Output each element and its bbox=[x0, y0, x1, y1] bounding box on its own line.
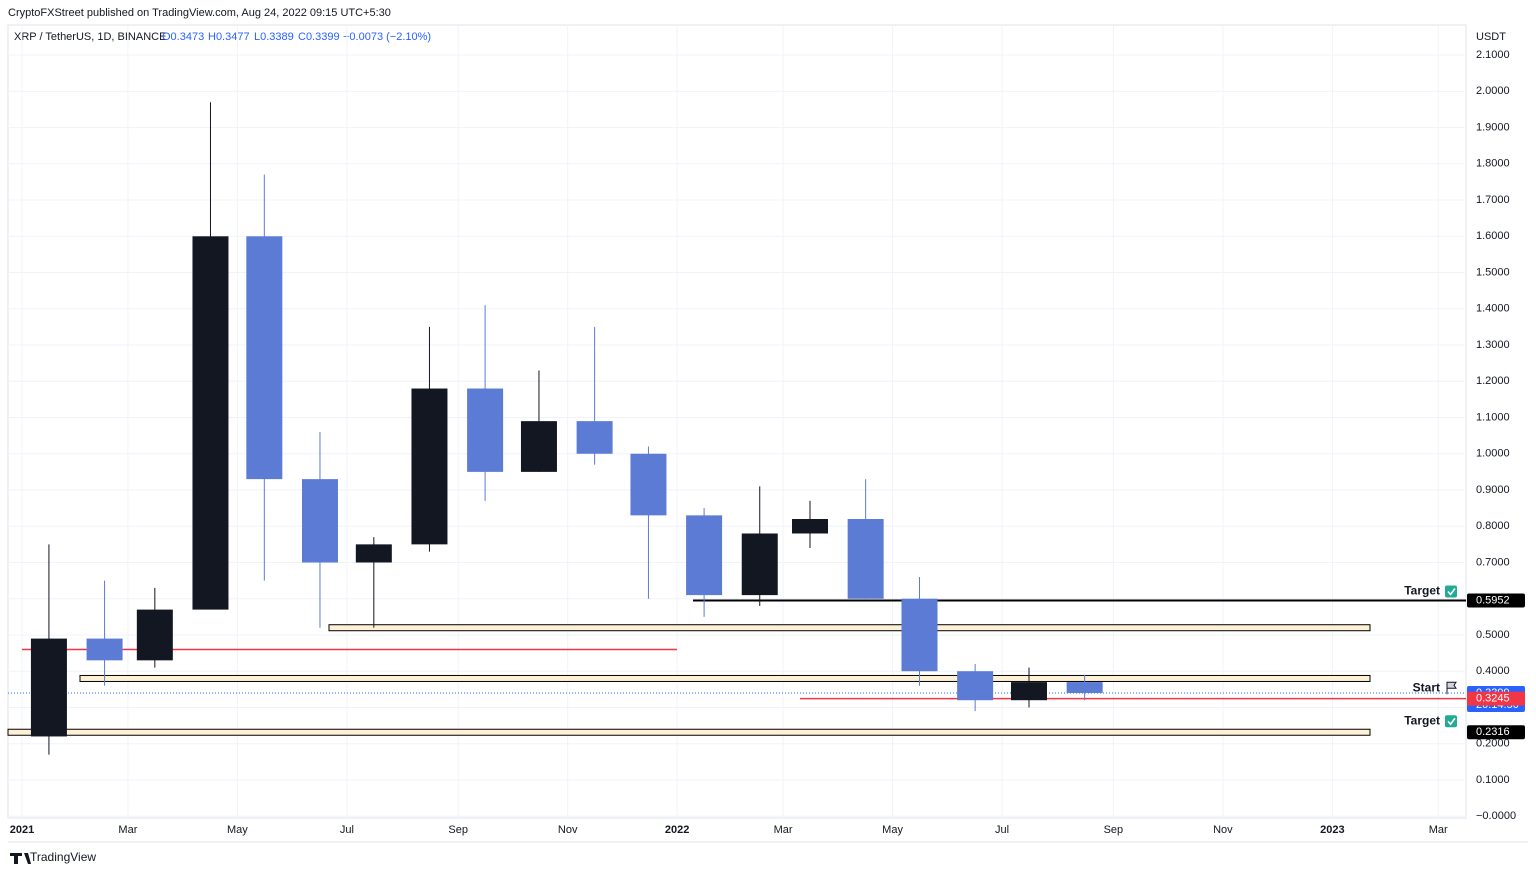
y-tick-label: 0.5000 bbox=[1476, 629, 1510, 641]
annotation: Target bbox=[1404, 584, 1440, 598]
candle-body bbox=[901, 598, 938, 672]
level-box bbox=[7, 728, 1371, 736]
candle-body bbox=[136, 609, 173, 661]
legend-open: O0.3473 bbox=[162, 31, 204, 43]
level-box bbox=[328, 624, 1371, 632]
level-box bbox=[79, 674, 1371, 682]
y-tick-label: 1.2000 bbox=[1476, 375, 1510, 387]
candle-body bbox=[86, 638, 123, 661]
candle-body bbox=[957, 671, 994, 701]
price-label-bg bbox=[1467, 725, 1525, 740]
x-tick-label: May bbox=[227, 824, 248, 836]
y-tick-label: 0.1000 bbox=[1476, 774, 1510, 786]
candle-body bbox=[246, 236, 283, 480]
candle-body bbox=[520, 421, 557, 472]
price-label: 0.2316 bbox=[1476, 726, 1510, 738]
candle-body bbox=[30, 638, 67, 737]
x-tick-label: Jul bbox=[340, 824, 354, 836]
candle-body bbox=[355, 544, 392, 563]
y-tick-label: 0.4000 bbox=[1476, 665, 1510, 677]
y-tick-label: 0.8000 bbox=[1476, 520, 1510, 532]
x-tick-label: Nov bbox=[1213, 824, 1233, 836]
x-tick-label: May bbox=[882, 824, 903, 836]
y-tick-label: 2.1000 bbox=[1476, 49, 1510, 61]
y-tick-label: 0.9000 bbox=[1476, 484, 1510, 496]
candle-body bbox=[192, 236, 229, 610]
candle-body bbox=[467, 388, 504, 472]
legend-close: C0.3399 bbox=[298, 31, 340, 43]
y-tick-label: 1.0000 bbox=[1476, 448, 1510, 460]
y-tick-label: 2.0000 bbox=[1476, 85, 1510, 97]
y-tick-label: −0.0000 bbox=[1476, 810, 1516, 822]
x-tick-label: Sep bbox=[448, 824, 468, 836]
plot-frame bbox=[7, 24, 1467, 819]
candle-body bbox=[576, 421, 613, 454]
y-tick-label: 1.4000 bbox=[1476, 303, 1510, 315]
annotation: Target bbox=[1404, 713, 1440, 727]
price-label: 0.5952 bbox=[1476, 594, 1510, 606]
logo bbox=[10, 853, 31, 864]
candle-body bbox=[792, 518, 829, 534]
x-tick-label: 2023 bbox=[1320, 824, 1344, 836]
y-tick-label: 1.6000 bbox=[1476, 230, 1510, 242]
price-label-bg bbox=[1467, 593, 1525, 608]
y-tick-label: 1.9000 bbox=[1476, 121, 1510, 133]
x-tick-label: Sep bbox=[1104, 824, 1124, 836]
x-tick-label: 2021 bbox=[10, 824, 34, 836]
candle-body bbox=[411, 388, 448, 545]
candle-body bbox=[301, 479, 338, 563]
header: CryptoFXStreet published on TradingView.… bbox=[8, 7, 391, 19]
candle-body bbox=[686, 515, 723, 596]
legend-high: H0.3477 bbox=[208, 31, 250, 43]
check-mark bbox=[1447, 588, 1456, 596]
candle-body bbox=[1066, 682, 1103, 693]
x-tick-label: 2022 bbox=[665, 824, 689, 836]
x-tick-label: Mar bbox=[118, 824, 137, 836]
candle-body bbox=[847, 518, 884, 599]
legend: XRP / TetherUS, 1D, BINANCE O0.3473 H0.3… bbox=[14, 31, 431, 43]
x-tick-label: Mar bbox=[1429, 824, 1448, 836]
x-tick-label: Nov bbox=[558, 824, 578, 836]
y-axis-title: USDT bbox=[1476, 31, 1506, 43]
y-tick-label: 1.5000 bbox=[1476, 266, 1510, 278]
y-tick-label: 0.2000 bbox=[1476, 738, 1510, 750]
check-mark bbox=[1447, 717, 1456, 726]
y-tick-label: 0.7000 bbox=[1476, 556, 1510, 568]
candle-body bbox=[1010, 682, 1047, 701]
footer: TradingView bbox=[30, 850, 96, 864]
y-tick-label: 1.8000 bbox=[1476, 158, 1510, 170]
check-icon bbox=[1445, 585, 1457, 598]
x-tick-label: Mar bbox=[774, 824, 793, 836]
legend-symbol: XRP / TetherUS, 1D, BINANCE bbox=[14, 31, 166, 43]
check-icon bbox=[1445, 715, 1457, 728]
legend-low: L0.3389 bbox=[254, 31, 294, 43]
legend-change: −0.0073 (−2.10%) bbox=[343, 31, 431, 43]
x-tick-label: Jul bbox=[995, 824, 1009, 836]
candle-body bbox=[630, 453, 667, 516]
candle-body bbox=[741, 533, 778, 596]
price-label: 0.3245 bbox=[1476, 692, 1510, 704]
y-tick-label: 1.7000 bbox=[1476, 194, 1510, 206]
flag-icon bbox=[1446, 681, 1457, 695]
price-label-bg bbox=[1467, 691, 1525, 706]
y-tick-label: 1.3000 bbox=[1476, 339, 1510, 351]
annotation: Start bbox=[1413, 680, 1440, 694]
y-tick-label: 1.1000 bbox=[1476, 411, 1510, 423]
